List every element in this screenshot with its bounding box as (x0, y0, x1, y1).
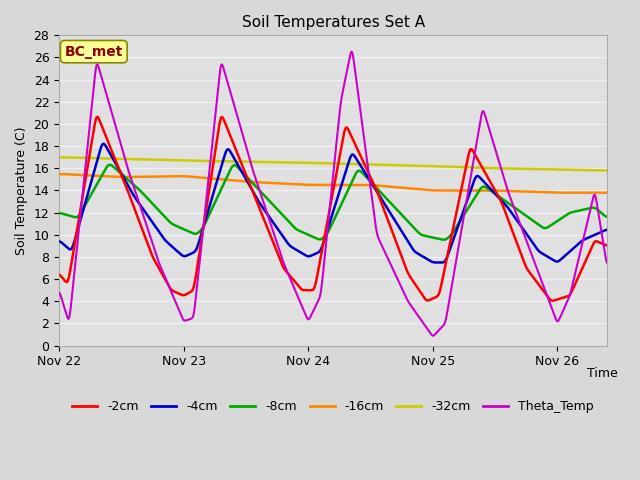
Text: BC_met: BC_met (65, 45, 123, 59)
X-axis label: Time: Time (588, 367, 618, 380)
Legend: -2cm, -4cm, -8cm, -16cm, -32cm, Theta_Temp: -2cm, -4cm, -8cm, -16cm, -32cm, Theta_Te… (67, 396, 599, 418)
Title: Soil Temperatures Set A: Soil Temperatures Set A (242, 15, 425, 30)
Y-axis label: Soil Temperature (C): Soil Temperature (C) (15, 126, 28, 255)
